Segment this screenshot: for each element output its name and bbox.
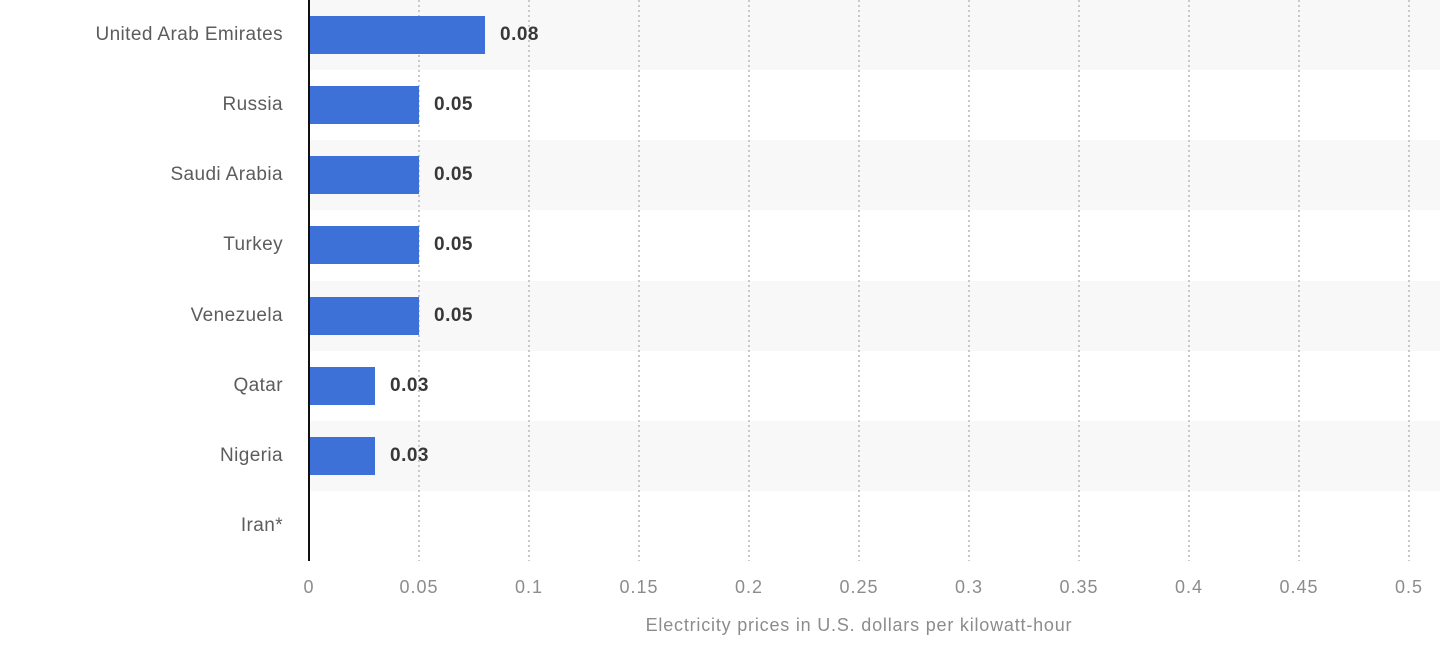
- x-tick-label: 0.3: [954, 577, 984, 597]
- category-label: Turkey: [223, 234, 283, 256]
- bar: [309, 156, 419, 195]
- row-plot-band: 0.05: [309, 140, 1440, 211]
- bar-value-label: 0.08: [500, 24, 539, 46]
- row-plot-band: 0.03: [309, 351, 1440, 421]
- x-tick-label: 0.4: [1174, 577, 1204, 597]
- bar: [309, 366, 375, 405]
- chart-row: United Arab Emirates 0.08: [0, 0, 1440, 71]
- row-plot-band: [309, 491, 1440, 561]
- bar-value-label: 0.05: [434, 164, 473, 186]
- x-tick-label: 0.35: [1059, 577, 1099, 597]
- bar: [309, 296, 419, 335]
- bar: [309, 226, 419, 265]
- bar-value-label: 0.03: [390, 374, 429, 396]
- category-label: United Arab Emirates: [95, 24, 283, 46]
- row-plot-band: 0.05: [309, 70, 1440, 140]
- x-tick-label: 0.1: [514, 577, 544, 597]
- chart-row: Turkey 0.05: [0, 210, 1440, 280]
- category-label: Nigeria: [220, 444, 283, 466]
- row-plot-band: 0.08: [309, 0, 1440, 71]
- category-label: Russia: [222, 94, 283, 116]
- bar-value-label: 0.05: [434, 234, 473, 256]
- y-axis-line: [307, 0, 310, 561]
- chart-row: Venezuela 0.05: [0, 280, 1440, 351]
- chart-row: Nigeria 0.03: [0, 420, 1440, 491]
- x-tick-label: 0.25: [839, 577, 879, 597]
- chart-row: Qatar 0.03: [0, 351, 1440, 421]
- x-tick-label: 0.45: [1279, 577, 1319, 597]
- x-tick-label: 0.5: [1394, 577, 1424, 597]
- x-axis: 0 0.05 0.1 0.15 0.2 0.25 0.3 0.35 0.4 0.45 0.5: [0, 577, 1440, 601]
- bar: [309, 436, 375, 475]
- row-plot-band: 0.03: [309, 420, 1440, 491]
- row-plot-band: 0.05: [309, 210, 1440, 280]
- bar: [309, 16, 485, 55]
- chart-row: Iran*: [0, 491, 1440, 561]
- x-axis-title: Electricity prices in U.S. dollars per k…: [645, 615, 1073, 635]
- category-label: Venezuela: [190, 304, 283, 326]
- row-plot-band: 0.05: [309, 280, 1440, 351]
- x-tick-label: 0.2: [734, 577, 764, 597]
- bar: [309, 86, 419, 125]
- bar-value-label: 0.05: [434, 304, 473, 326]
- category-label: Iran*: [240, 514, 283, 536]
- x-tick-label: 0.15: [619, 577, 659, 597]
- x-tick-label: 0: [303, 577, 315, 597]
- bar-value-label: 0.03: [390, 444, 429, 466]
- category-label: Qatar: [233, 374, 283, 396]
- bar-value-label: 0.05: [434, 94, 473, 116]
- x-tick-label: 0.05: [399, 577, 439, 597]
- chart-row: Russia 0.05: [0, 70, 1440, 140]
- chart-row: Saudi Arabia 0.05: [0, 140, 1440, 211]
- plot-area: United Arab Emirates 0.08 Russia 0.05 Saudi …: [0, 0, 1440, 561]
- category-label: Saudi Arabia: [170, 164, 283, 186]
